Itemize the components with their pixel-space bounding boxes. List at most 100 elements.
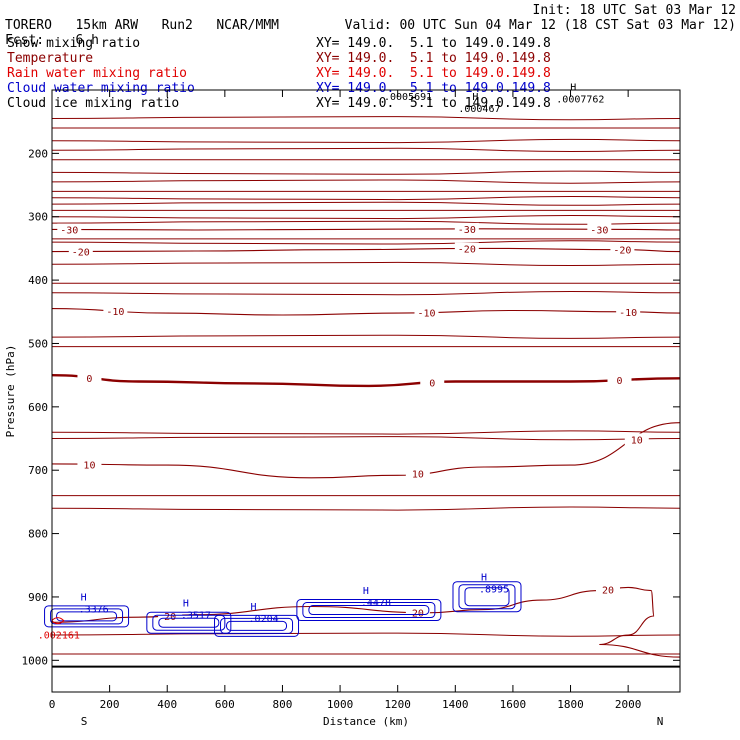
x-tick-label: 800 [273,698,293,711]
cloud-water-contour [308,605,430,616]
temperature-contour-label: -10 [106,307,124,318]
cloud-water-contour [452,581,522,613]
temperature-isotherm [51,632,681,637]
cloud-water-contour [464,587,510,607]
cloud-water-max-label: .0204 [249,614,279,625]
contour-label-bg [454,242,479,255]
header-fcst-line: Fcst: 6 h [5,18,99,48]
cloud-water-max-label: .4478 [361,598,391,609]
cloud-water-max-label: .3376 [79,604,109,615]
temperature-isotherm [51,334,681,339]
temperature-isotherm [51,201,681,206]
cloud-water-contour [302,602,436,619]
temperature-contour-label: -30 [60,225,78,236]
cloud-water-contour [226,620,288,631]
contour-label-bg [77,458,102,471]
temperature-contour-4 [51,422,681,479]
cloud-water-max-marker: H [251,602,257,613]
cloud-water-contour [44,605,130,628]
temperature-contour-label: 0 [86,374,92,385]
temperature-contour-label: 0 [616,376,622,387]
contour-label-bg [414,306,439,319]
x-tick-label: 1400 [442,698,469,711]
y-tick-label: 400 [28,274,48,287]
snow-max-marker: H [472,92,478,103]
temperature-isotherm [51,170,681,175]
x-tick-label: 1000 [327,698,354,711]
temperature-isotherm [51,261,681,267]
temperature-isotherm [51,430,681,435]
legend-xy-0: XY= 149.0. 5.1 to 149.0.149.8 [316,36,551,51]
model-run: Run2 [161,18,193,33]
temperature-contour-label: -20 [72,247,90,258]
legend-xy-3: XY= 149.0. 5.1 to 149.0.149.8 [316,81,551,96]
temperature-contour-5 [51,586,681,658]
fcst-value: 6 h [75,33,99,48]
contour-label-bg [405,606,430,619]
contour-label-bg [158,609,183,622]
cloud-water-contour [158,617,220,628]
x-tick-label: 2000 [615,698,642,711]
y-tick-label: 700 [28,464,48,477]
cloud-water-contour [296,599,442,622]
temperature-contour-label: 20 [412,608,424,619]
legend-item-0: Snow mixing ratio [7,36,141,51]
y-tick-label: 200 [28,147,48,160]
temperature-contour-label: -20 [458,245,476,256]
legend-item-3: Cloud water mixing ratio [7,81,195,96]
y-tick-label: 900 [28,591,48,604]
cloud-water-contour [56,611,118,622]
cloud-water-max-marker: H [81,592,87,603]
model-name: TORERO [5,18,52,33]
legend-xy-1: XY= 149.0. 5.1 to 149.0.149.8 [316,51,551,66]
x-tick-label: 600 [215,698,235,711]
y-tick-label: 300 [28,211,48,224]
temperature-contour-label: 10 [412,469,424,480]
temperature-contour-label: -30 [458,225,476,236]
temperature-isotherm [51,195,681,201]
temperature-contour-3 [51,374,681,388]
contour-label-bg [616,305,641,318]
x-tick-label: 0 [49,698,56,711]
rain-contour [51,617,65,625]
legend-item-1: Temperature [7,51,94,66]
contour-label-bg [454,222,479,235]
x-tick-label: 1800 [557,698,584,711]
temperature-contour-0 [51,228,681,231]
legend-xy-4: XY= 149.0. 5.1 to 149.0.149.8 [316,96,551,111]
contour-label-bg [610,243,635,256]
cloud-water-contour [214,614,300,637]
temperature-contour-label: -10 [619,308,637,319]
temperature-isotherm [51,214,681,220]
contour-label-bg [607,374,632,387]
contour-label-bg [68,245,93,258]
cloud-water-max-marker: H [363,586,369,597]
contour-label-bg [405,467,430,480]
temperature-contour-label: 0 [429,379,435,390]
temperature-contour-label: -20 [613,246,631,257]
temperature-isotherm [51,436,681,441]
y-axis-label: Pressure (hPa) [4,345,17,438]
contour-label-bg [587,223,612,236]
temperature-isotherm [51,179,681,184]
snow-max-marker: H [570,83,576,94]
temperature-contour-1 [51,247,681,253]
plot-frame [51,89,681,693]
temperature-contour-label: -30 [590,225,608,236]
header-init: Init: 18 UTC Sat 03 Mar 12 [532,3,737,18]
model-org: NCAR/MMM [216,18,279,33]
fcst-label: Fcst: [5,33,45,48]
temperature-isotherm [51,147,681,153]
contour-label-bg [77,371,102,384]
temperature-contour-label: 20 [164,612,176,623]
header-model-line: TORERO 15km ARW Run2 NCAR/MMM [5,3,279,33]
contour-label-bg [420,376,445,389]
snow-top-label: .0005691 [384,92,432,103]
contour-label-bg [103,305,128,318]
y-tick-label: 1000 [22,654,49,667]
legend-item-4: Cloud ice mixing ratio [7,96,180,111]
cloud-water-max-marker: H [183,599,189,610]
x-tick-label: 1200 [384,698,411,711]
cloud-water-max-label: .8995 [479,585,509,596]
